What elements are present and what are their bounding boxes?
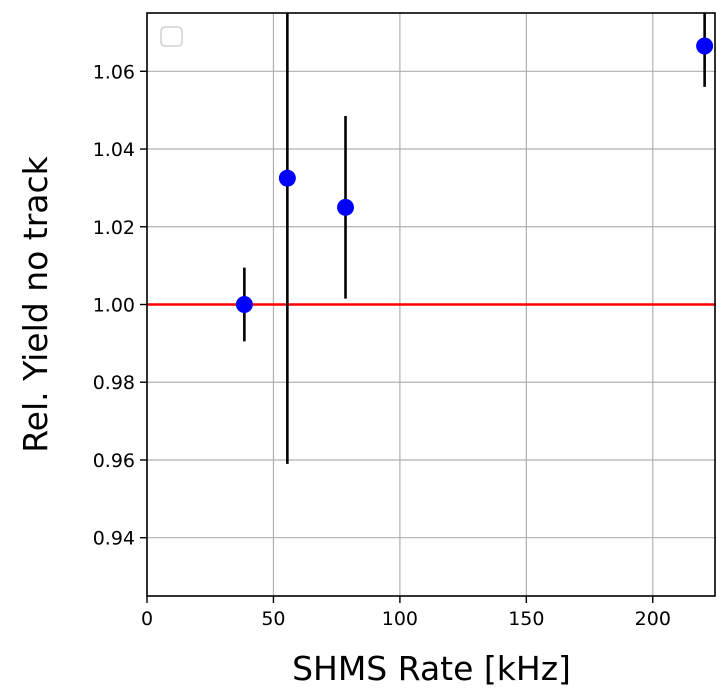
y-tick-label: 1.06 [93, 61, 135, 83]
x-tick-label: 200 [635, 608, 671, 630]
y-tick-label: 1.02 [93, 217, 135, 239]
data-layer [235, 13, 714, 464]
data-point [235, 296, 253, 313]
y-tick-label: 0.94 [93, 528, 135, 550]
data-point [337, 198, 355, 216]
legend-box [160, 26, 183, 47]
data-point [278, 169, 296, 187]
data-point [696, 37, 714, 55]
x-axis-label: SHMS Rate [kHz] [292, 649, 571, 688]
x-tick-label: 100 [382, 608, 418, 630]
y-axis-label: Rel. Yield no track [16, 155, 55, 452]
y-tick-label: 1.04 [93, 139, 135, 161]
y-tick-label: 0.96 [93, 450, 135, 472]
y-tick-label: 1.00 [93, 295, 135, 317]
x-tick-label: 50 [261, 608, 285, 630]
x-tick-label: 150 [508, 608, 544, 630]
y-tick-label: 0.98 [93, 372, 135, 394]
x-tick-label: 0 [141, 608, 153, 630]
tick-layer: 0 50 100 150 200 0.94 0.96 0.98 1.00 1.02 1.04 1.06 [93, 61, 671, 630]
